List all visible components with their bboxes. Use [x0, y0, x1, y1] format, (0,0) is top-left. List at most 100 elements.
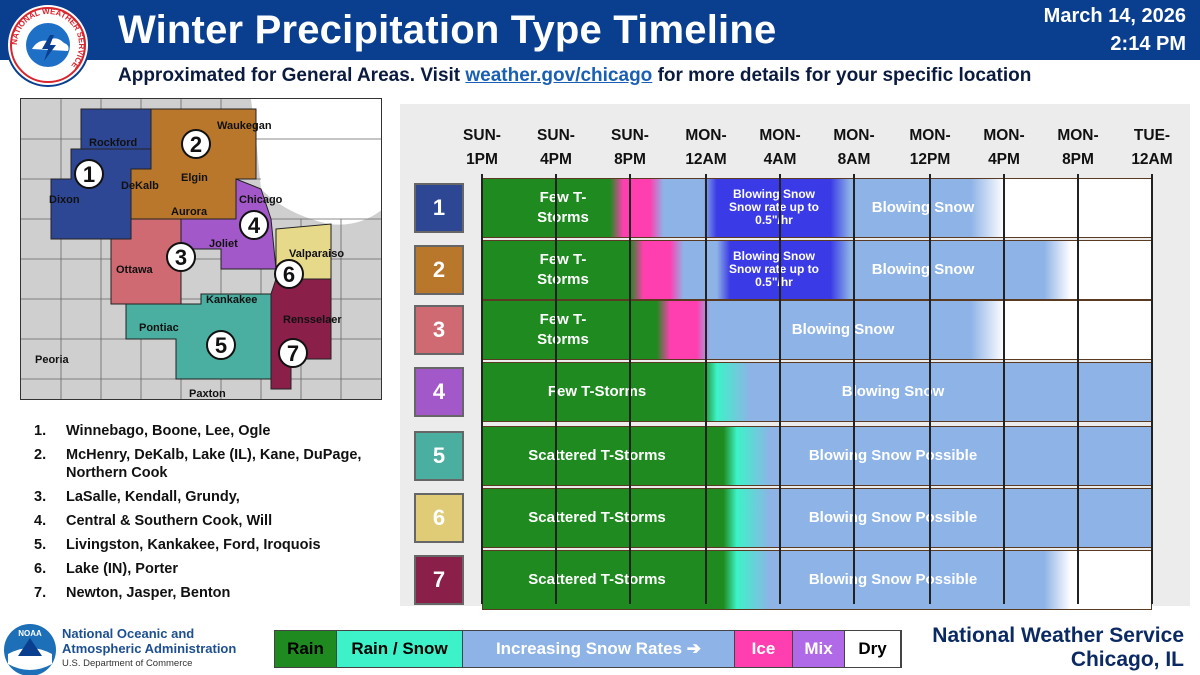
issue-time: 2:14 PM	[1110, 33, 1186, 55]
time-column-header: MON- 8AM	[833, 127, 875, 168]
timeline-row: Scattered T-Storms Blowing Snow Possible	[482, 426, 1152, 486]
area-number-badge: 1	[414, 183, 464, 233]
svg-text:Valparaiso: Valparaiso	[289, 248, 344, 260]
timeline-row: Scattered T-Storms Blowing Snow Possible	[482, 488, 1152, 548]
area-list-item: 7. Newton, Jasper, Benton	[34, 584, 394, 602]
subtitle-text-end: for more details for your specific locat…	[652, 65, 1032, 86]
time-column-header: SUN- 4PM	[537, 127, 575, 168]
legend-key: Ice	[735, 631, 793, 667]
svg-text:Rockford: Rockford	[89, 137, 137, 149]
area-list-item: 4. Central & Southern Cook, Will	[34, 512, 394, 530]
svg-text:Peoria: Peoria	[35, 354, 70, 366]
svg-text:Waukegan: Waukegan	[217, 120, 272, 132]
area-counties: LaSalle, Kendall, Grundy,	[66, 489, 240, 505]
time-gridline	[481, 174, 483, 604]
noaa-logo-text: NOAA	[18, 629, 42, 638]
rain-label: Few T- Storms	[537, 311, 589, 348]
area-list-item: 6. Lake (IN), Porter	[34, 560, 394, 578]
area-counties: McHenry, DeKalb, Lake (IL), Kane, DuPage…	[66, 447, 362, 481]
forecast-area-map: 1 2 3 4 5 6 7 Rockford Waukegan Dixon De…	[20, 98, 382, 400]
svg-text:7: 7	[287, 341, 299, 366]
area-number-badge: 6	[414, 493, 464, 543]
nws-office-location: Chicago, IL	[1070, 648, 1184, 671]
time-gridline	[1151, 174, 1153, 604]
time-column-header: MON- 8PM	[1057, 127, 1099, 168]
page-title: Winter Precipitation Type Timeline	[118, 8, 777, 52]
svg-text:Pontiac: Pontiac	[139, 322, 179, 334]
area-counties: Newton, Jasper, Benton	[66, 585, 231, 601]
timeline-row: Scattered T-Storms Blowing Snow Possible	[482, 550, 1152, 610]
svg-text:Paxton: Paxton	[189, 388, 226, 400]
svg-text:2: 2	[190, 132, 202, 157]
area-number-badge: 2	[414, 245, 464, 295]
svg-text:Aurora: Aurora	[171, 206, 208, 218]
nws-office-name: National Weather Service	[932, 624, 1184, 647]
rain-label: Few T- Storms	[537, 251, 589, 288]
noaa-name: National Oceanic and Atmospheric Adminis…	[62, 626, 237, 656]
area-number: 6.	[34, 561, 47, 577]
header-banner: Winter Precipitation Type Timeline March…	[0, 0, 1200, 60]
legend-key: Rain	[275, 631, 337, 667]
snow-label: Blowing Snow	[841, 383, 945, 400]
timeline-row: Few T- Storms Blowing Snow Snow rate up t…	[482, 178, 1152, 238]
area-number-badge: 5	[414, 431, 464, 481]
area-list-item: 1. Winnebago, Boone, Lee, Ogle	[34, 422, 394, 440]
svg-text:Kankakee: Kankakee	[206, 294, 257, 306]
time-gridline	[779, 174, 781, 604]
svg-text:Dixon: Dixon	[49, 194, 80, 206]
nws-logo: NATIONAL WEATHER SERVICE	[6, 3, 90, 87]
time-gridline	[1003, 174, 1005, 604]
snow-label: Blowing Snow	[791, 321, 895, 338]
rain-label: Scattered T-Storms	[528, 447, 666, 464]
time-column-header: MON- 4AM	[759, 127, 801, 168]
timeline-row: Few T-Storms Blowing Snow	[482, 362, 1152, 422]
time-column-header: TUE- 12AM	[1131, 127, 1173, 168]
svg-text:Elgin: Elgin	[181, 172, 208, 184]
noaa-logo: NOAA	[4, 624, 56, 675]
rain-label: Scattered T-Storms	[528, 509, 666, 526]
area-counties: Lake (IN), Porter	[66, 561, 178, 577]
area-number: 7.	[34, 585, 47, 601]
svg-text:1: 1	[83, 162, 95, 187]
svg-text:4: 4	[248, 213, 261, 238]
timeline-row: Few T- Storms Blowing Snow Snow rate up t…	[482, 240, 1152, 300]
precip-timeline: SUN- 1PM SUN- 4PM SUN- 8PM MON- 12AM MON- 4AM MON-…	[400, 104, 1190, 610]
time-gridline	[705, 174, 707, 604]
legend-key: Rain / Snow	[337, 631, 463, 667]
area-list-item: 3. LaSalle, Kendall, Grundy,	[34, 488, 394, 506]
svg-text:5: 5	[215, 333, 227, 358]
precip-type-legend: Rain Rain / Snow Increasing Snow Rates ➔ Ic…	[274, 630, 902, 668]
snow-label: Blowing Snow Possible	[808, 447, 978, 464]
subtitle-text-start: Approximated for General Areas. Visit	[118, 65, 466, 86]
time-column-header: MON- 12PM	[909, 127, 951, 168]
area-number: 4.	[34, 513, 47, 529]
website-link[interactable]: weather.gov/chicago	[465, 65, 653, 86]
svg-text:6: 6	[283, 262, 295, 287]
lake-michigan	[251, 99, 381, 225]
snow-label: Blowing Snow	[871, 199, 975, 216]
svg-text:DeKalb: DeKalb	[121, 180, 159, 192]
timeline-row: Few T- Storms Blowing Snow	[482, 300, 1152, 360]
area-number-badge: 7	[414, 555, 464, 605]
area-counties: Winnebago, Boone, Lee, Ogle	[66, 423, 271, 439]
time-column-header: SUN- 1PM	[463, 127, 501, 168]
area-number-badge: 3	[414, 305, 464, 355]
time-column-header: MON- 4PM	[983, 127, 1025, 168]
area-counties: Central & Southern Cook, Will	[66, 513, 273, 529]
snow-label: Blowing Snow Possible	[808, 571, 978, 588]
rain-label: Few T- Storms	[537, 189, 589, 226]
zone-4	[180, 178, 277, 270]
subtitle: Approximated for General Areas. Visit we…	[118, 65, 1031, 87]
rain-label: Few T-Storms	[547, 383, 647, 400]
time-gridline	[853, 174, 855, 604]
legend-key: Mix	[793, 631, 845, 667]
area-number: 3.	[34, 489, 47, 505]
svg-text:Ottawa: Ottawa	[116, 264, 154, 276]
time-gridline	[629, 174, 631, 604]
heavy-snow-label: Blowing Snow Snow rate up to 0.5"/hr	[729, 249, 819, 289]
time-column-header: MON- 12AM	[685, 127, 727, 168]
rain-label: Scattered T-Storms	[528, 571, 666, 588]
svg-text:Chicago: Chicago	[239, 194, 283, 206]
legend-key: Increasing Snow Rates ➔	[463, 631, 735, 667]
snow-label: Blowing Snow Possible	[808, 509, 978, 526]
